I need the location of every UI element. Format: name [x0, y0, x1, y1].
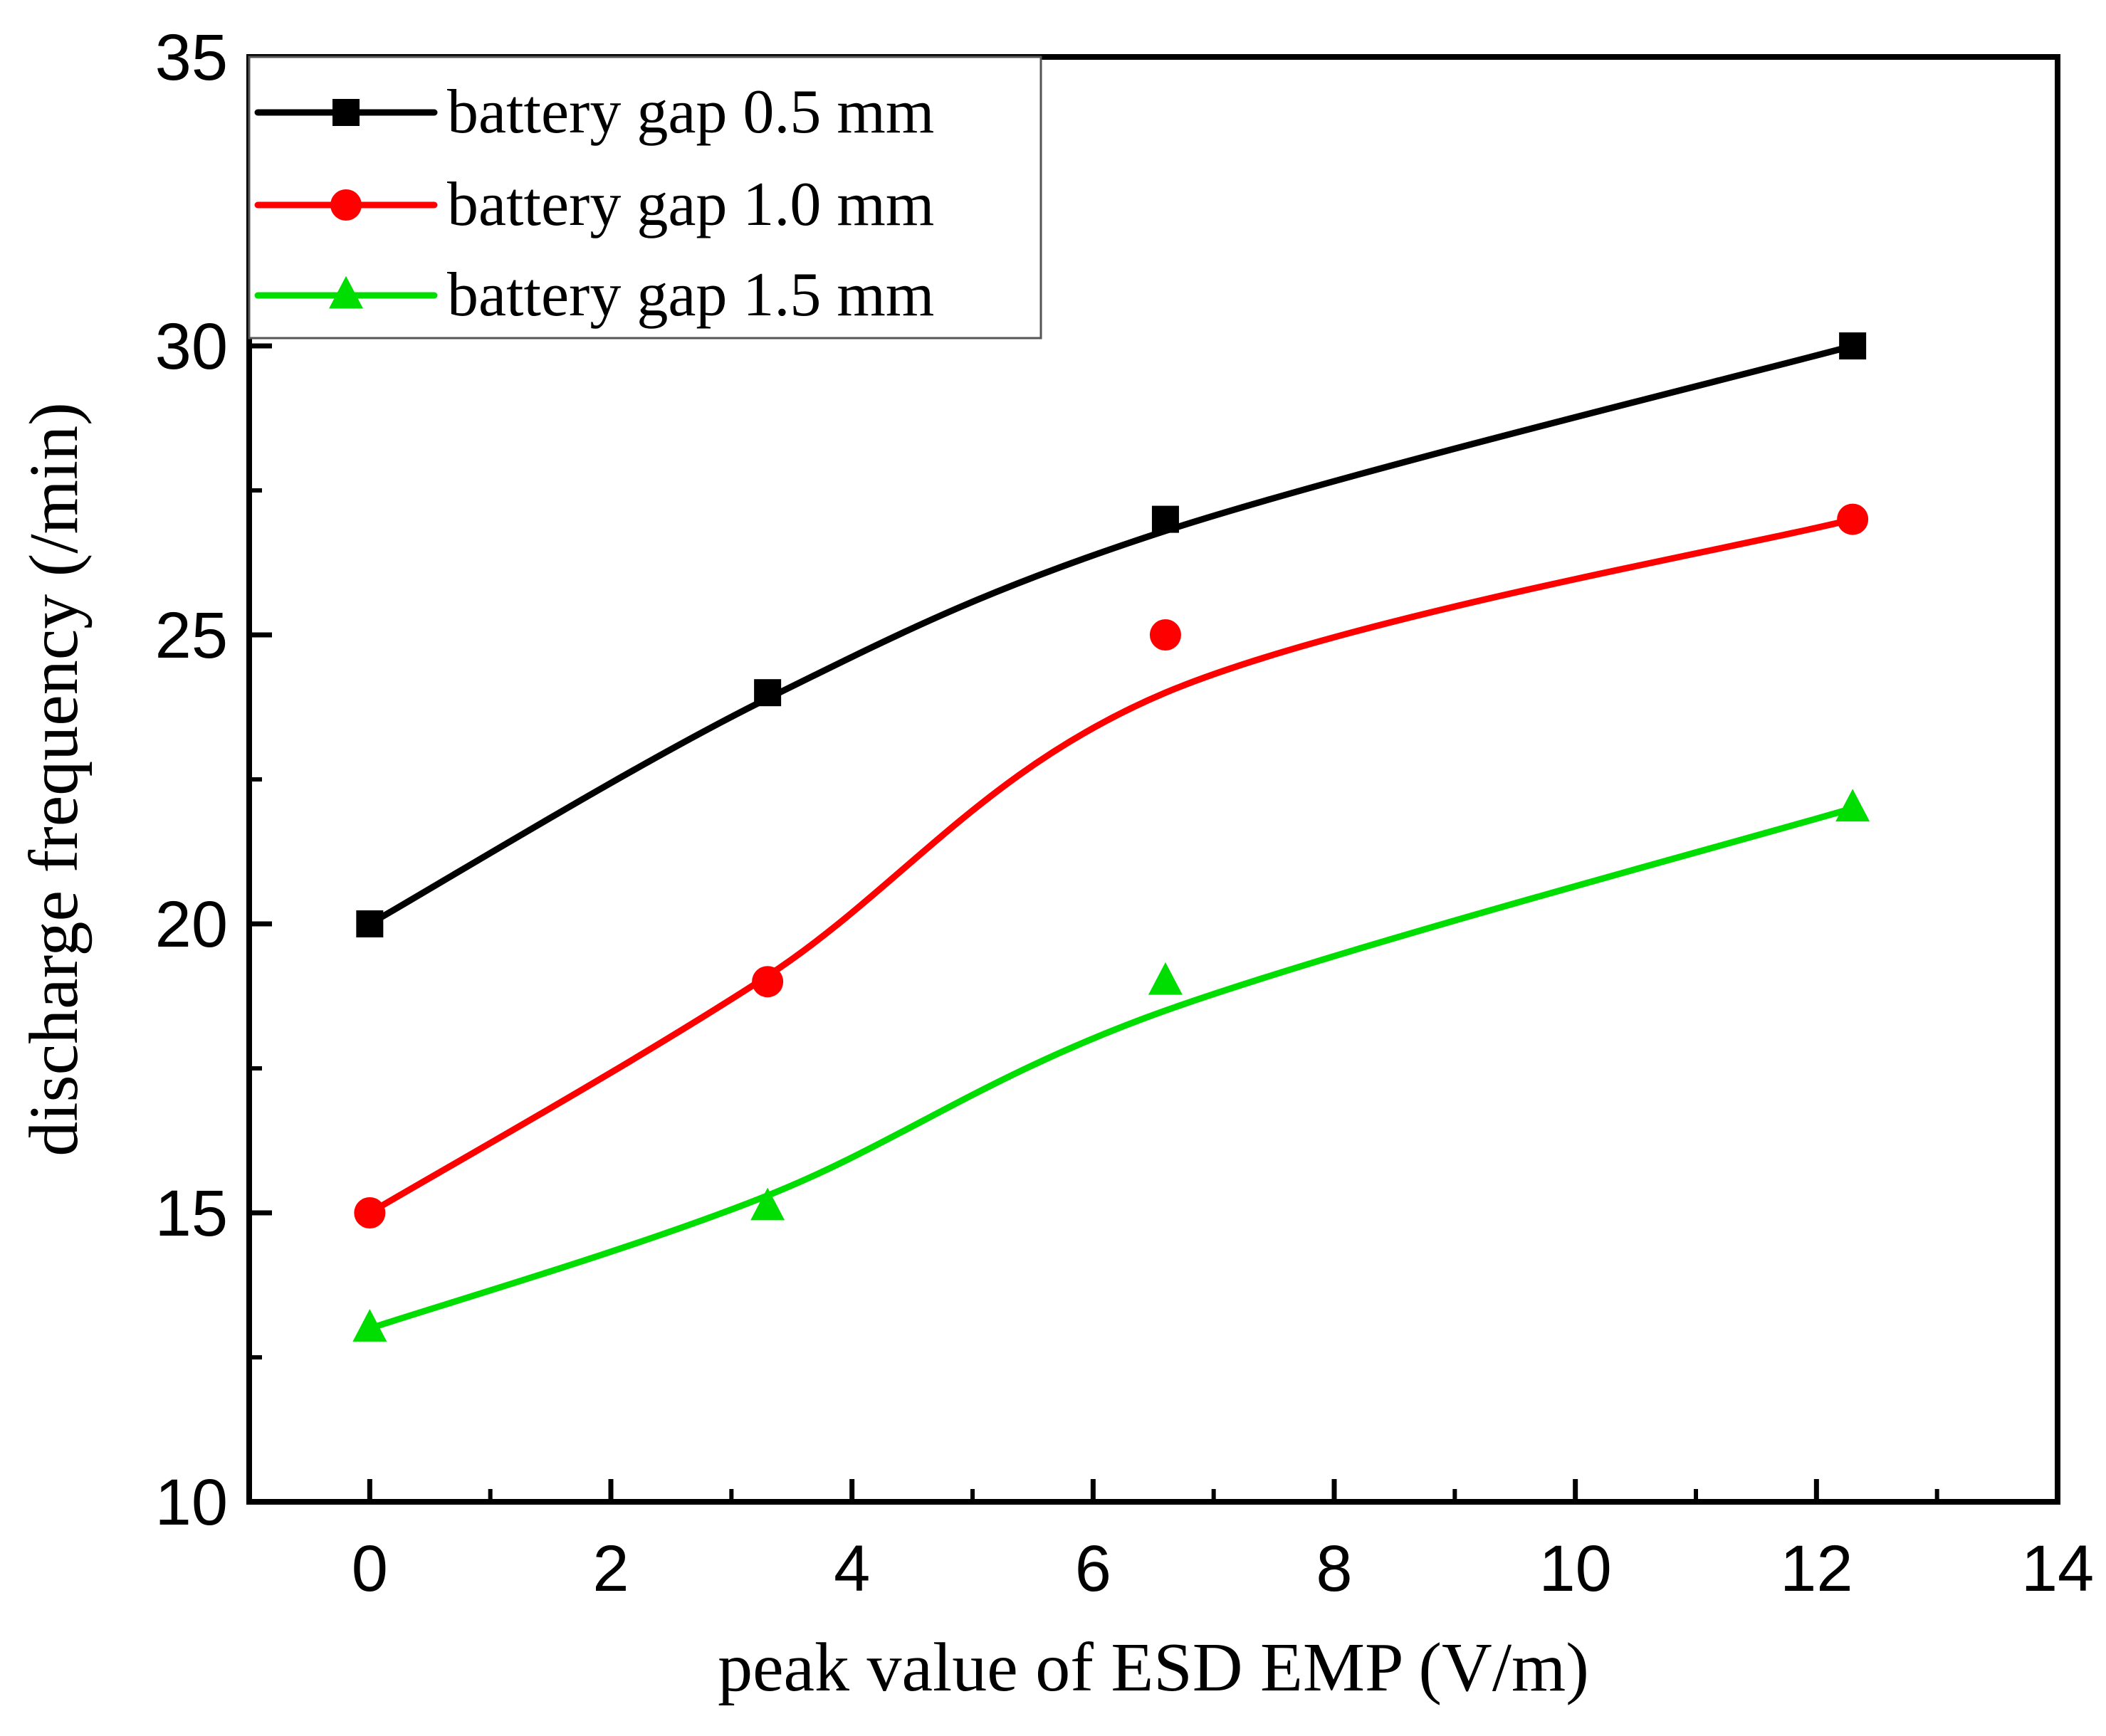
legend-item-1: battery gap 1.0 mm — [254, 170, 934, 239]
data-point-triangle — [352, 1309, 387, 1342]
data-markers — [352, 332, 1870, 1342]
legend-label-0: battery gap 0.5 mm — [447, 78, 934, 147]
y-tick-label: 25 — [155, 599, 228, 672]
legend: battery gap 0.5 mm battery gap 1.0 mm ba… — [248, 56, 1042, 340]
legend-box — [248, 56, 1042, 340]
data-point-triangle — [1148, 962, 1183, 995]
x-tick-label: 6 — [1075, 1532, 1111, 1605]
x-tick-label: 12 — [1780, 1532, 1853, 1605]
data-point-square — [356, 910, 384, 937]
legend-marker-shape — [330, 189, 362, 221]
data-point-circle — [1837, 503, 1869, 535]
legend-item-2: battery gap 1.5 mm — [254, 261, 934, 330]
y-tick-label: 10 — [155, 1466, 228, 1539]
data-point-square — [1839, 332, 1867, 359]
legend-label-1: battery gap 1.0 mm — [447, 170, 934, 239]
legend-marker-circle — [330, 189, 362, 221]
data-point-square — [1151, 505, 1179, 533]
legend-marker-triangle — [329, 275, 363, 309]
x-axis: 0 2 4 6 8 10 12 14 — [352, 1479, 2094, 1605]
data-point-triangle — [1835, 789, 1870, 822]
legend-label-2: battery gap 1.5 mm — [447, 261, 934, 330]
y-axis: 10 15 20 25 30 35 — [155, 21, 272, 1539]
x-tick-label: 0 — [352, 1532, 388, 1605]
data-point-triangle — [750, 1187, 785, 1221]
series-line-2 — [366, 805, 1856, 1332]
data-point-circle — [354, 1197, 386, 1229]
data-point-square — [754, 679, 782, 707]
y-tick-label: 30 — [155, 310, 228, 383]
x-tick-label: 14 — [2021, 1532, 2094, 1605]
y-axis-title: discharge frequency (/min) — [16, 402, 93, 1156]
y-tick-label: 20 — [155, 888, 228, 961]
y-tick-label: 15 — [155, 1177, 228, 1250]
x-tick-label: 10 — [1539, 1532, 1611, 1605]
fit-curves — [366, 342, 1856, 1332]
data-point-circle — [752, 966, 784, 998]
legend-marker-shape — [329, 275, 363, 309]
series-line-1 — [366, 516, 1856, 1216]
x-tick-label: 8 — [1316, 1532, 1352, 1605]
x-tick-label: 2 — [592, 1532, 629, 1605]
legend-marker-square — [332, 99, 360, 126]
x-tick-label: 4 — [834, 1532, 870, 1605]
y-tick-label: 35 — [155, 21, 228, 94]
legend-marker-shape — [332, 99, 360, 126]
series-line-0 — [366, 342, 1856, 927]
data-point-circle — [1149, 619, 1181, 651]
legend-item-0: battery gap 0.5 mm — [254, 78, 934, 147]
x-axis-title: peak value of ESD EMP (V/m) — [718, 1629, 1589, 1706]
